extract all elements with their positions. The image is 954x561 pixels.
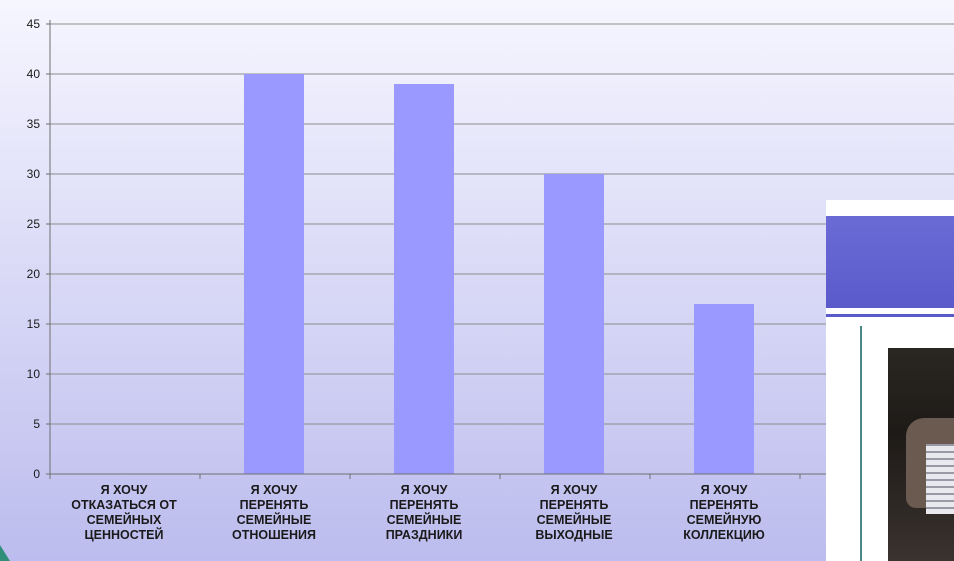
y-tick-label: 10 [27, 367, 41, 381]
slide-vertical-rule [860, 326, 862, 561]
x-category-label: Я ХОЧУ ПЕРЕНЯТЬ СЕМЕЙНЫЕ ВЫХОДНЫЕ [535, 483, 612, 542]
x-axis-labels: Я ХОЧУ ОТКАЗАТЬСЯ ОТ СЕМЕЙНЫХ ЦЕННОСТЕЙ Я ХО… [71, 483, 765, 542]
corner-accent-shape [0, 545, 10, 561]
bars [244, 74, 754, 474]
y-tick-label: 30 [27, 167, 41, 181]
x-category-label: Я ХОЧУ ПЕРЕНЯТЬ СЕМЕЙНЫЕ ОТНОШЕНИЯ [232, 483, 316, 542]
y-tick-label: 35 [27, 117, 41, 131]
y-axis-ticks: 0 5 10 15 20 25 30 35 40 45 [27, 17, 50, 481]
y-tick-label: 25 [27, 217, 41, 231]
y-tick-label: 20 [27, 267, 41, 281]
bar-2 [244, 74, 304, 474]
bar-3 [394, 84, 454, 474]
y-tick-label: 0 [33, 467, 40, 481]
bar-4 [544, 174, 604, 474]
bar-5 [694, 304, 754, 474]
gridlines [50, 23, 954, 425]
y-tick-label: 45 [27, 17, 41, 31]
y-tick-label: 40 [27, 67, 41, 81]
accordion-icon [926, 444, 954, 514]
slide-header-band [826, 216, 954, 308]
accordion-player-photo [888, 348, 954, 561]
overlapping-slide-fragment [826, 200, 954, 561]
y-tick-label: 15 [27, 317, 41, 331]
x-category-label: Я ХОЧУ ОТКАЗАТЬСЯ ОТ СЕМЕЙНЫХ ЦЕННОСТЕЙ [71, 483, 177, 542]
x-category-label: Я ХОЧУ ПЕРЕНЯТЬ СЕМЕЙНУЮ КОЛЛЕКЦИЮ [683, 483, 765, 542]
x-category-label: Я ХОЧУ ПЕРЕНЯТЬ СЕМЕЙНЫЕ ПРАЗДНИКИ [386, 483, 463, 542]
y-tick-label: 5 [33, 417, 40, 431]
slide-header-rule [826, 314, 954, 317]
axes [49, 20, 954, 479]
